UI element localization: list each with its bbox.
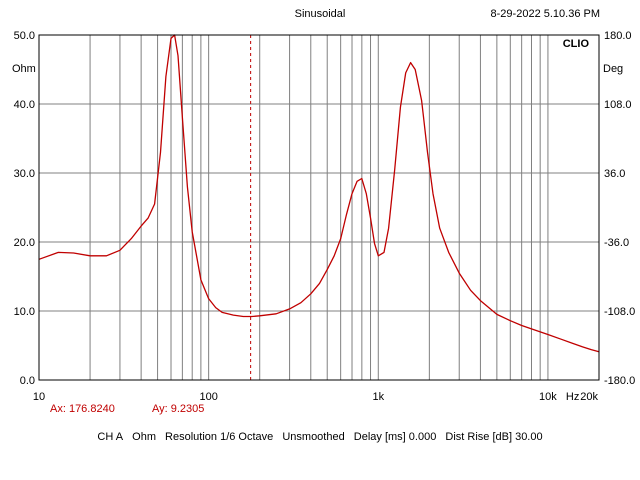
resolution-label: Resolution 1/6 Octave <box>165 431 274 443</box>
y2-tick-label: 180.0 <box>604 30 632 42</box>
impedance-curve <box>38 34 600 353</box>
plot-frame <box>38 34 600 381</box>
clio-logo: CLIO <box>563 38 590 50</box>
smoothing-label: Unsmoothed <box>282 431 345 443</box>
y-tick-label: 10.0 <box>14 306 35 318</box>
x-tick-label: 10k <box>539 391 557 403</box>
y2-tick-label: -36.0 <box>604 237 629 249</box>
timestamp: 8-29-2022 5.10.36 PM <box>491 8 600 20</box>
x-unit-label: Hz <box>566 391 579 403</box>
chart-title: Sinusoidal <box>295 8 346 20</box>
y-tick-label: 50.0 <box>14 30 35 42</box>
x-tick-label: 100 <box>199 391 217 403</box>
x-tick-label: 1k <box>372 391 384 403</box>
x-tick-label: 20k <box>580 391 598 403</box>
y-tick-label: 40.0 <box>14 99 35 111</box>
y-axis-left: 0.0 10.0 20.0 30.0 40.0 50.0 <box>14 30 35 387</box>
y2-tick-label: -108.0 <box>604 306 635 318</box>
delay-label: Delay [ms] 0.000 <box>353 431 437 443</box>
y2-tick-label: 36.0 <box>604 168 625 180</box>
y2-tick-label: 108.0 <box>604 99 632 111</box>
y-axis-right: -180.0 -108.0 -36.0 36.0 108.0 180.0 <box>604 30 635 387</box>
cursor-ay-readout: Ay: 9.2305 <box>152 403 204 415</box>
cursor-ax-readout: Ax: 176.8240 <box>50 403 115 415</box>
dist-rise-label: Dist Rise [dB] 30.00 <box>445 431 543 443</box>
y-tick-label: 0.0 <box>20 375 35 387</box>
y-tick-label: 20.0 <box>14 237 35 249</box>
x-tick-label: 10 <box>33 391 45 403</box>
unit-label: Ohm <box>132 431 156 443</box>
y-axis-unit-label: Ohm <box>12 63 36 75</box>
channel-label: CH A <box>97 431 124 443</box>
info-bar: CH A Ohm Resolution 1/6 Octave Unsmoothe… <box>0 431 640 443</box>
y-tick-label: 30.0 <box>14 168 35 180</box>
y2-axis-unit-label: Deg <box>603 63 623 75</box>
y2-tick-label: -180.0 <box>604 375 635 387</box>
grid <box>39 35 599 380</box>
